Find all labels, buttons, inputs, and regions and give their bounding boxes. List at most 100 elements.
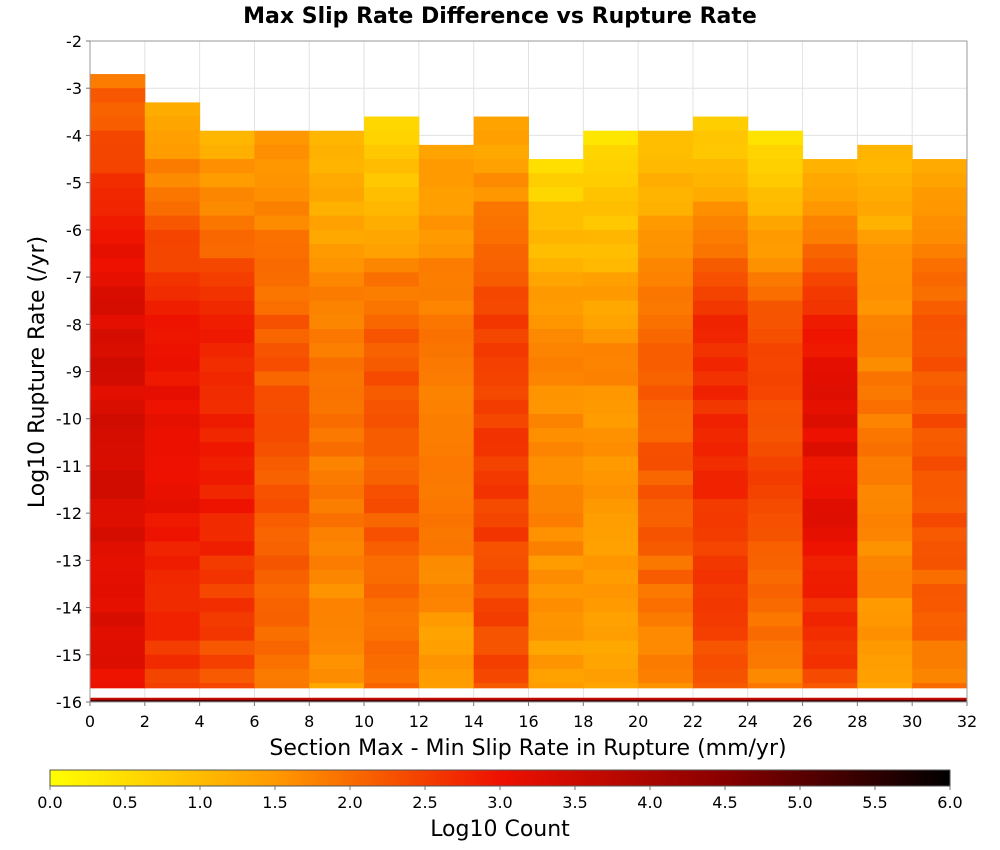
heatmap-cell xyxy=(912,385,968,401)
heatmap-cell xyxy=(418,187,475,203)
heatmap-cell xyxy=(364,272,420,288)
heatmap-cell xyxy=(473,442,529,457)
heatmap-cell xyxy=(528,357,584,372)
heatmap-cell xyxy=(309,583,365,599)
heatmap-cell xyxy=(309,456,365,472)
heatmap-cell xyxy=(857,144,913,160)
heatmap-cell xyxy=(199,229,255,245)
heatmap-cell xyxy=(144,583,201,599)
heatmap-cell xyxy=(199,583,255,599)
heatmap-cell xyxy=(638,555,694,571)
heatmap-cell xyxy=(309,612,365,627)
heatmap-cell xyxy=(912,640,968,656)
heatmap-cell xyxy=(90,74,146,89)
heatmap-cell xyxy=(528,173,584,188)
heatmap-cell xyxy=(473,371,529,387)
heatmap-cell xyxy=(802,314,858,330)
heatmap-cell xyxy=(254,513,310,528)
heatmap-cell xyxy=(254,626,310,642)
heatmap-cell xyxy=(912,484,968,500)
colorbar-ticks: 0.0 0.5 1.0 1.5 2.0 2.5 3.0 3.5 4.0 4.5 5.0 5.5 6.0 xyxy=(37,786,963,812)
heatmap-cell xyxy=(418,527,475,542)
heatmap-cell xyxy=(747,272,804,288)
heatmap-cell xyxy=(364,668,420,684)
heatmap-cell xyxy=(528,583,584,599)
heatmap-cell xyxy=(583,357,639,372)
heatmap-cell xyxy=(418,258,475,273)
heatmap-cell xyxy=(254,484,310,500)
heatmap-cell xyxy=(309,215,365,231)
heatmap-cell xyxy=(144,116,201,132)
heatmap-cell xyxy=(912,456,968,472)
heatmap-cell xyxy=(309,229,365,245)
heatmap-cell xyxy=(199,569,255,585)
heatmap-cell xyxy=(638,428,694,443)
heatmap-cell xyxy=(90,513,146,528)
heatmap-cell xyxy=(418,541,475,557)
heatmap-cell xyxy=(912,583,968,599)
x-tick-label: 18 xyxy=(573,712,593,731)
heatmap-cell xyxy=(364,244,420,259)
heatmap-cell xyxy=(254,598,310,613)
heatmap-cell xyxy=(912,258,968,273)
heatmap-cell xyxy=(418,569,475,585)
heatmap-cell xyxy=(692,569,749,585)
heatmap-cell xyxy=(583,498,639,514)
heatmap-cell xyxy=(747,442,804,457)
heatmap-cell xyxy=(309,343,365,358)
heatmap-cell xyxy=(254,428,310,443)
heatmap-cell xyxy=(199,413,255,429)
colorbar-tick-label: 0.5 xyxy=(112,793,137,812)
heatmap-cell xyxy=(912,371,968,387)
heatmap-cell xyxy=(254,683,310,689)
heatmap-cell xyxy=(528,286,584,302)
heatmap-cell xyxy=(418,385,475,401)
heatmap-cell xyxy=(583,513,639,528)
heatmap-cell xyxy=(254,399,310,415)
heatmap-cell xyxy=(747,683,804,689)
heatmap-cell xyxy=(638,329,694,344)
heatmap-cell xyxy=(90,498,146,514)
heatmap-cell xyxy=(747,484,804,500)
heatmap-cell xyxy=(90,258,146,273)
heatmap-cell xyxy=(199,144,255,160)
heatmap-cell xyxy=(90,343,146,358)
heatmap-cell xyxy=(473,343,529,358)
heatmap-cell xyxy=(747,498,804,514)
heatmap-cell xyxy=(254,442,310,457)
heatmap-cell xyxy=(692,343,749,358)
heatmap-cell xyxy=(199,343,255,358)
colorbar-tick-label: 0.0 xyxy=(37,793,62,812)
heatmap-cell xyxy=(638,314,694,330)
heatmap-cell xyxy=(857,329,913,344)
heatmap-cell xyxy=(90,116,146,132)
heatmap-cell xyxy=(144,300,201,316)
heatmap-cell xyxy=(418,300,475,316)
heatmap-cell xyxy=(857,399,913,415)
heatmap-cell xyxy=(583,144,639,160)
heatmap-cell xyxy=(857,654,913,670)
heatmap-cell xyxy=(528,244,584,259)
heatmap-cell xyxy=(583,244,639,259)
heatmap-cell xyxy=(144,668,201,684)
heatmap-cell xyxy=(857,470,913,486)
heatmap-cell xyxy=(144,654,201,670)
heatmap-cell xyxy=(692,314,749,330)
heatmap-cell xyxy=(90,654,146,670)
heatmap-cell xyxy=(802,272,858,288)
x-tick-label: 20 xyxy=(628,712,648,731)
heatmap-cell xyxy=(309,286,365,302)
heatmap-cell xyxy=(583,229,639,245)
x-axis-label: Section Max - Min Slip Rate in Rupture (… xyxy=(269,736,786,761)
heatmap-cell xyxy=(309,201,365,217)
y-tick-label: -12 xyxy=(56,504,82,523)
heatmap-cell xyxy=(583,286,639,302)
colorbar-tick-label: 4.0 xyxy=(637,793,662,812)
heatmap-cell xyxy=(199,357,255,372)
heatmap-cell xyxy=(364,229,420,245)
heatmap-cell xyxy=(364,456,420,472)
heatmap-cell xyxy=(802,399,858,415)
heatmap-floor-row-core xyxy=(90,699,967,702)
y-tick-label: -4 xyxy=(66,126,82,145)
heatmap-cell xyxy=(418,668,475,684)
